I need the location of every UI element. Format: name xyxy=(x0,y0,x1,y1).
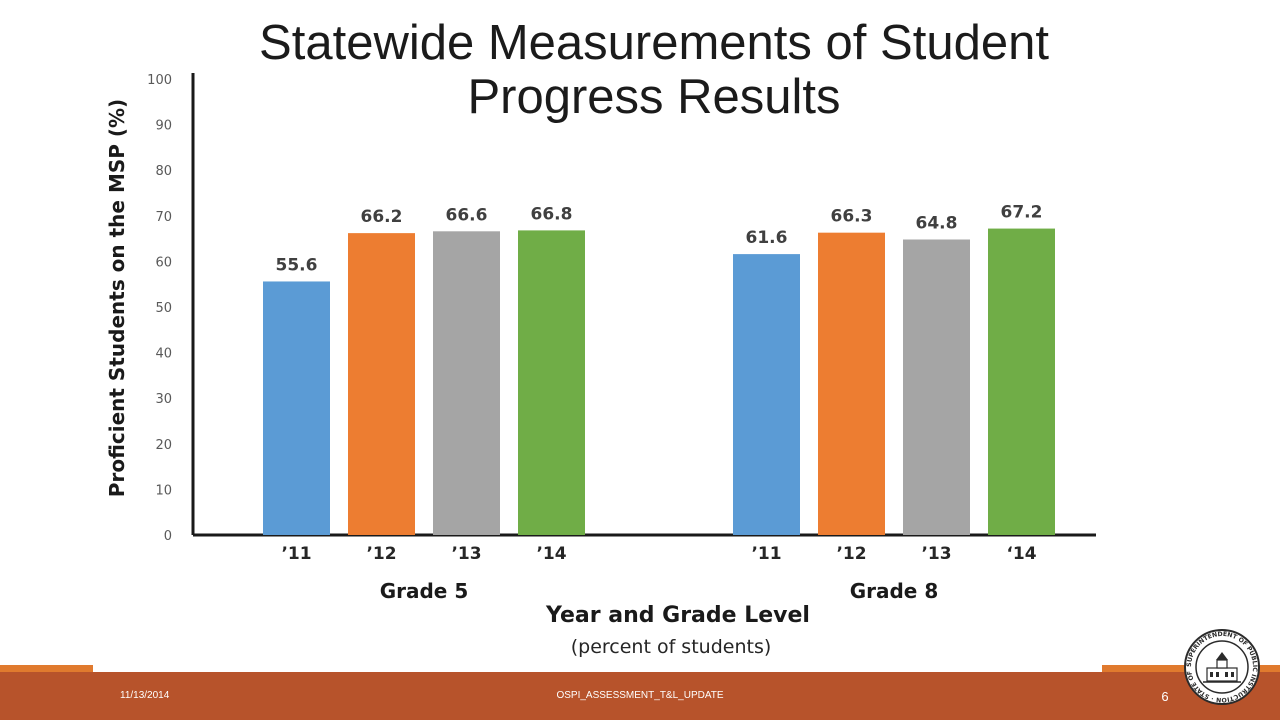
category-label: ’12 xyxy=(836,544,866,564)
bar xyxy=(818,232,885,535)
bar xyxy=(733,254,800,535)
category-label: ’11 xyxy=(281,544,311,564)
data-label: 55.6 xyxy=(276,255,318,275)
bar xyxy=(348,233,415,536)
bar xyxy=(518,230,585,535)
data-label: 66.8 xyxy=(531,204,573,224)
category-label: ’14 xyxy=(536,544,566,564)
y-axis-title: Proficient Students on the MSP (%) xyxy=(105,99,129,497)
footer-name: OSPI_ASSESSMENT_T&L_UPDATE xyxy=(556,690,724,701)
footer-bar xyxy=(0,672,1280,720)
category-label: ’12 xyxy=(366,544,396,564)
bars xyxy=(263,228,1055,536)
data-label: 64.8 xyxy=(916,214,958,234)
bar xyxy=(263,281,330,535)
data-label: 66.2 xyxy=(361,207,403,227)
footer-accent-left xyxy=(0,665,93,672)
group-label: Grade 5 xyxy=(380,579,469,603)
y-tick-label: 60 xyxy=(155,255,172,270)
y-tick-label: 50 xyxy=(155,301,172,316)
ospi-seal-icon: SUPERINTENDENT OF PUBLIC INSTRUCTION · S… xyxy=(1183,628,1260,705)
y-tick-label: 90 xyxy=(155,119,172,134)
y-tick-label: 20 xyxy=(155,438,172,453)
bar xyxy=(433,231,500,535)
y-tick-label: 70 xyxy=(155,210,172,225)
group-label: Grade 8 xyxy=(850,579,939,603)
data-label: 66.6 xyxy=(446,205,488,225)
page-number: 6 xyxy=(1161,689,1169,704)
data-label: 61.6 xyxy=(746,228,788,248)
y-tick-label: 30 xyxy=(155,392,172,407)
group-labels: Grade 5 Grade 8 xyxy=(380,579,939,603)
x-axis-subtitle: (percent of students) xyxy=(571,636,772,658)
y-tick-label: 10 xyxy=(155,483,172,498)
bar xyxy=(903,239,970,535)
category-labels: ’11 ’12 ’13 ’14 ’11 ’12 ’13 ‘14 xyxy=(281,544,1036,564)
slide-title: Statewide Measurements of Student Progre… xyxy=(259,16,1049,124)
data-label: 67.2 xyxy=(1001,203,1043,223)
y-tick-label: 40 xyxy=(155,347,172,362)
data-labels: 55.6 66.2 66.6 66.8 61.6 66.3 64.8 67.2 xyxy=(276,203,1043,276)
category-label: ’11 xyxy=(751,544,781,564)
category-label: ’13 xyxy=(921,544,951,564)
category-label: ’13 xyxy=(451,544,481,564)
y-tick-label: 80 xyxy=(155,164,172,179)
y-tick-label: 100 xyxy=(147,73,172,88)
category-label: ‘14 xyxy=(1006,544,1036,564)
y-tick-label: 0 xyxy=(164,529,172,544)
bar xyxy=(988,228,1055,535)
x-axis-title: Year and Grade Level xyxy=(545,603,810,628)
data-label: 66.3 xyxy=(831,207,873,227)
footer-date: 11/13/2014 xyxy=(120,690,170,701)
y-axis-ticks: 0 10 20 30 40 50 60 70 80 90 100 xyxy=(147,73,172,544)
